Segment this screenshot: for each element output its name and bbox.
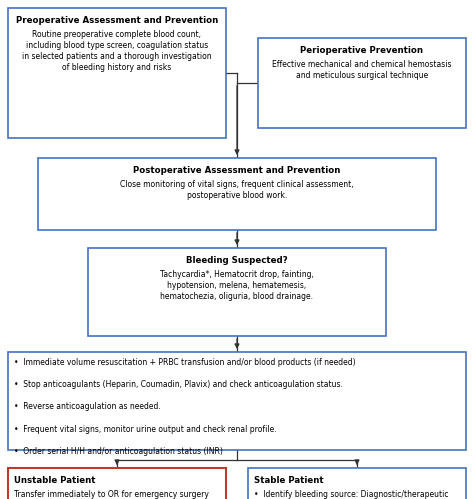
- Bar: [258, 38, 466, 128]
- Text: Close monitoring of vital signs, frequent clinical assessment,
postoperative blo: Close monitoring of vital signs, frequen…: [120, 180, 354, 200]
- Text: Transfer immediately to OR for emergency surgery
(with possible Intraoperative E: Transfer immediately to OR for emergency…: [14, 490, 209, 499]
- Text: Bleeding Suspected?: Bleeding Suspected?: [186, 256, 288, 265]
- Text: •  Identify bleeding source: Diagnostic/therapeutic
   endoscopy. Interventional: • Identify bleeding source: Diagnostic/t…: [254, 490, 448, 499]
- Bar: [88, 248, 386, 336]
- Bar: [248, 468, 466, 499]
- Text: •  Immediate volume resuscitation + PRBC transfusion and/or blood products (if n: • Immediate volume resuscitation + PRBC …: [14, 358, 356, 456]
- Text: Effective mechanical and chemical hemostasis
and meticulous surgical technique: Effective mechanical and chemical hemost…: [272, 60, 452, 80]
- Bar: [8, 468, 226, 499]
- Text: Perioperative Prevention: Perioperative Prevention: [301, 46, 423, 55]
- Text: Preoperative Assessment and Prevention: Preoperative Assessment and Prevention: [16, 16, 218, 25]
- Bar: [38, 158, 436, 230]
- Text: Postoperative Assessment and Prevention: Postoperative Assessment and Prevention: [133, 166, 341, 175]
- Bar: [8, 8, 226, 138]
- Text: Routine preoperative complete blood count,
including blood type screen, coagulat: Routine preoperative complete blood coun…: [22, 30, 212, 72]
- Bar: [8, 352, 466, 450]
- Text: Stable Patient: Stable Patient: [254, 476, 324, 485]
- Text: Unstable Patient: Unstable Patient: [14, 476, 95, 485]
- Text: Tachycardia*, Hematocrit drop, fainting,
hypotension, melena, hematemesis,
hemat: Tachycardia*, Hematocrit drop, fainting,…: [160, 270, 314, 301]
